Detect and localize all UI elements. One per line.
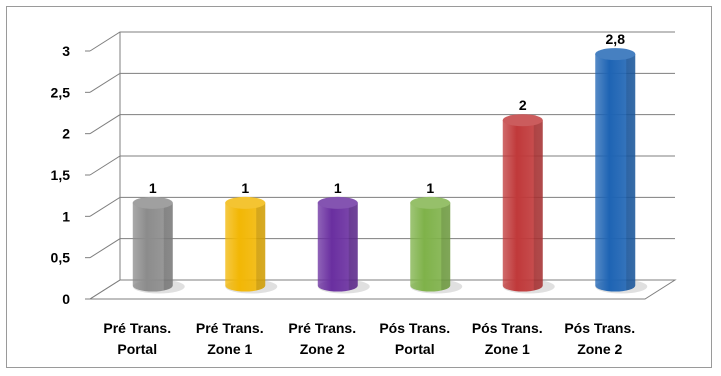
category-label: Portal <box>117 341 157 357</box>
y-tick-label: 0,5 <box>51 250 71 266</box>
gridlines <box>88 31 677 300</box>
bar <box>595 48 648 294</box>
bar <box>225 196 278 294</box>
data-label: 1 <box>334 180 342 196</box>
y-tick-label: 3 <box>62 43 70 59</box>
data-label: 2 <box>519 97 527 113</box>
category-label: Pré Trans. <box>103 320 171 336</box>
category-label: Pré Trans. <box>288 320 356 336</box>
data-labels: 1 1 1 1 2 2,8 <box>149 31 625 196</box>
y-axis-ticks: 0 0,5 1 1,5 2 2,5 3 <box>51 43 90 307</box>
side-wall-edge <box>89 279 121 300</box>
y-tick-label: 0 <box>62 291 70 307</box>
gridline <box>89 238 675 259</box>
data-label: 1 <box>149 180 157 196</box>
gridline <box>89 155 675 176</box>
category-label: Zone 1 <box>485 341 530 357</box>
gridline <box>89 114 675 135</box>
y-tick-label: 2 <box>62 126 70 142</box>
y-tick-label: 2,5 <box>51 84 71 100</box>
bar <box>317 196 370 294</box>
data-label: 2,8 <box>606 31 626 47</box>
y-tick-label: 1,5 <box>51 167 71 183</box>
bar <box>502 114 555 294</box>
category-label: Pós Trans. <box>379 320 450 336</box>
category-label: Zone 2 <box>300 341 345 357</box>
category-labels: Pré Trans. Portal Pré Trans. Zone 1 Pré Tran… <box>103 320 635 357</box>
gridline <box>89 72 675 93</box>
y-tick-label: 1 <box>62 208 70 224</box>
category-label: Zone 2 <box>577 341 622 357</box>
bar <box>132 196 185 294</box>
category-label: Zone 1 <box>207 341 252 357</box>
chart-frame <box>6 6 712 368</box>
data-label: 1 <box>426 180 434 196</box>
gridline <box>89 196 675 217</box>
data-label: 1 <box>241 180 249 196</box>
category-label: Portal <box>395 341 435 357</box>
category-label: Pré Trans. <box>196 320 264 336</box>
bars <box>132 48 648 294</box>
gridline <box>89 31 675 52</box>
bar <box>410 196 463 294</box>
category-label: Pós Trans. <box>472 320 543 336</box>
category-label: Pós Trans. <box>564 320 635 336</box>
